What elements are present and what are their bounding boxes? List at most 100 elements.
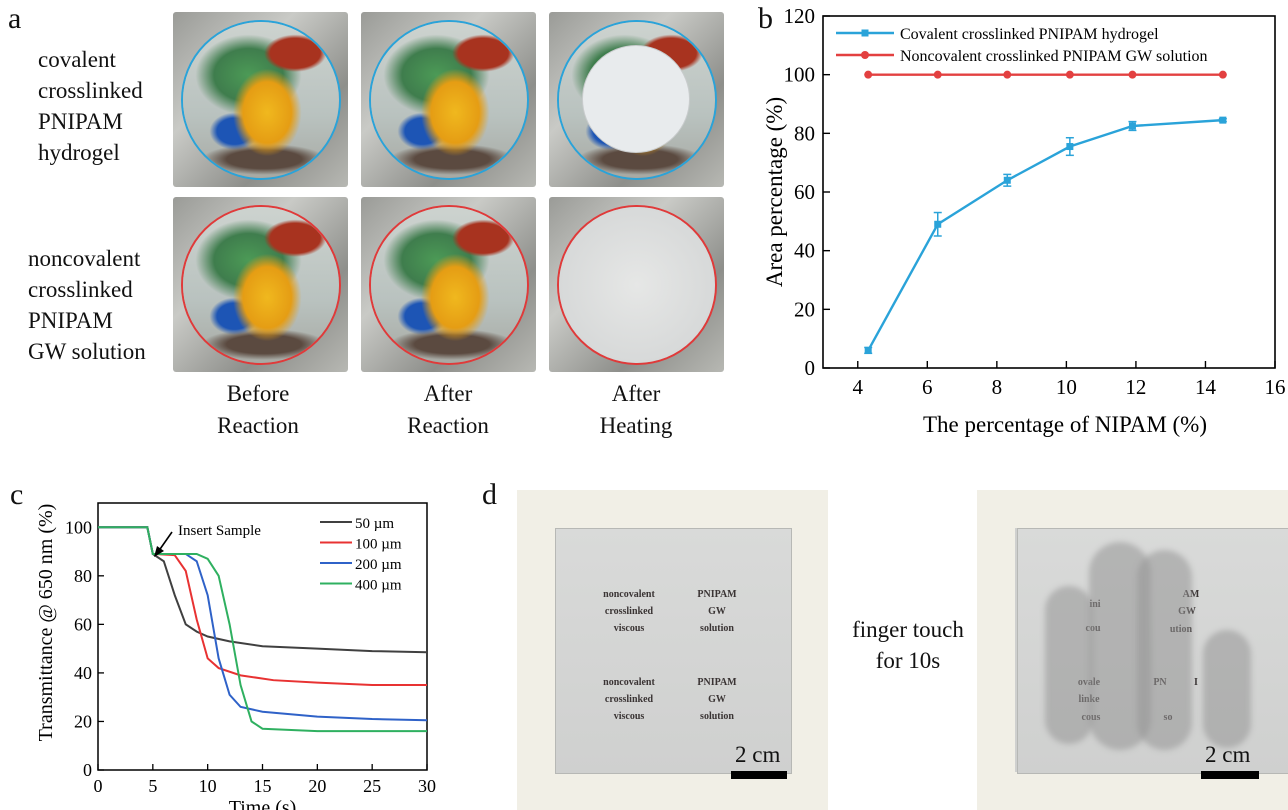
data-point (1003, 176, 1011, 184)
row2-label: noncovalent crosslinked PNIPAM GW soluti… (28, 243, 146, 367)
x-tick-label: 0 (94, 776, 103, 796)
y-tick-label: 80 (794, 121, 815, 145)
data-point (1065, 70, 1074, 79)
row1-label: covalent crosslinked PNIPAM hydrogel (38, 44, 143, 168)
text-line: solution (700, 711, 734, 722)
photo-noncovalent-after-reaction (361, 197, 536, 372)
col-label-after-reaction: After Reaction (353, 378, 543, 442)
finger-smear (1203, 630, 1251, 748)
y-tick-label: 20 (794, 297, 815, 321)
y-tick-label: 0 (83, 760, 92, 780)
scale-bar (731, 771, 787, 779)
x-tick-label: 8 (992, 375, 1003, 399)
legend-marker (861, 29, 869, 37)
x-tick-label: 20 (308, 776, 326, 796)
panel-b-letter: b (758, 2, 773, 35)
row1-label-line: crosslinked (38, 78, 143, 103)
scale-label: 2 cm (735, 742, 781, 767)
data-point (864, 70, 873, 79)
data-point (1066, 143, 1074, 151)
row2-label-line: PNIPAM (28, 308, 113, 333)
text-block: PNIPAM GW solution (677, 586, 757, 637)
col-label-after-heating: After Heating (541, 378, 731, 442)
x-axis-label: The percentage of NIPAM (%) (923, 412, 1207, 437)
photo-covalent-before (173, 12, 348, 187)
photo-covalent-after-heating (549, 12, 724, 187)
y-tick-label: 120 (784, 4, 816, 28)
data-point (1003, 70, 1012, 79)
col-label-line: After (611, 381, 661, 406)
y-tick-label: 80 (74, 566, 92, 586)
row1-label-line: hydrogel (38, 140, 120, 165)
y-tick-label: 100 (784, 63, 816, 87)
y-tick-label: 40 (794, 239, 815, 263)
x-tick-label: 4 (853, 375, 864, 399)
y-tick-label: 40 (74, 663, 92, 683)
row1-label-line: covalent (38, 47, 116, 72)
row2-label-line: crosslinked (28, 277, 133, 302)
photo-noncovalent-before (173, 197, 348, 372)
legend-label: 50 µm (355, 516, 394, 532)
finger-touch-label: finger touch for 10s (838, 614, 978, 676)
legend-label: Covalent crosslinked PNIPAM hydrogel (900, 26, 1159, 43)
row1-label-line: PNIPAM (38, 109, 123, 134)
x-tick-label: 30 (418, 776, 436, 796)
finger-touch-line: for 10s (875, 648, 941, 673)
y-tick-label: 0 (805, 356, 816, 380)
data-point (1218, 70, 1227, 79)
text-line: viscous (613, 711, 645, 722)
bird-image (183, 22, 339, 178)
scale-bar (1201, 771, 1259, 779)
legend-marker (861, 51, 869, 59)
x-tick-label: 15 (254, 776, 272, 796)
panel-c-letter: c (10, 478, 24, 511)
x-tick-label: 16 (1265, 375, 1286, 399)
area-percentage-chart: 4 6 8 10 12 14 16 0 20 40 60 80 100 120 The percentage… (762, 4, 1286, 437)
data-point (1128, 122, 1136, 130)
col-label-line: Reaction (407, 413, 489, 438)
photo-covalent-after-reaction (361, 12, 536, 187)
series-line (98, 526, 427, 733)
data-point (1219, 116, 1227, 124)
text-line: GW (708, 606, 726, 617)
col-label-line: Reaction (217, 413, 299, 438)
col-label-before: Before Reaction (163, 378, 353, 442)
text-line: crosslinked (604, 606, 654, 617)
bird-image (371, 207, 527, 363)
x-tick-label: 10 (199, 776, 217, 796)
text-line: GW (708, 694, 726, 705)
data-point (934, 220, 942, 228)
opaque-disc (559, 207, 715, 363)
series-line (867, 118, 1223, 351)
col-label-line: Before (226, 381, 290, 406)
y-tick-label: 100 (65, 517, 92, 537)
y-tick-label: 60 (74, 614, 92, 634)
panel-d-letter: d (482, 478, 497, 511)
text-line: noncovalent (603, 589, 655, 600)
text-fragment: I (1194, 677, 1198, 688)
data-point (1128, 70, 1137, 79)
text-block: noncovalent crosslinked viscous (589, 674, 669, 725)
row2-label-line: GW solution (28, 339, 146, 364)
x-tick-label: 6 (922, 375, 933, 399)
annotation-arrowhead (154, 546, 164, 557)
x-tick-label: 10 (1056, 375, 1077, 399)
x-tick-label: 14 (1195, 375, 1217, 399)
legend-label: 200 µm (355, 557, 402, 573)
col-label-line: After (423, 381, 473, 406)
transmittance-chart: 0 5 10 15 20 25 30 0 20 40 60 80 100 Time (s) Transmit… (35, 502, 436, 810)
col-label-line: Heating (599, 413, 673, 438)
legend-label: 100 µm (355, 537, 402, 553)
y-axis-label: Transmittance @ 650 nm (%) (35, 504, 57, 742)
text-block: noncovalent crosslinked viscous (589, 586, 669, 637)
x-tick-label: 25 (363, 776, 381, 796)
photo-before-touch: noncovalent crosslinked viscous PNIPAM G… (517, 490, 828, 810)
bird-image (183, 207, 339, 363)
data-point (864, 346, 872, 354)
finger-smear (1045, 586, 1093, 744)
y-axis-label: Area percentage (%) (762, 97, 787, 287)
text-line: crosslinked (604, 694, 654, 705)
finger-smear (1137, 550, 1192, 750)
finger-touch-line: finger touch (852, 617, 964, 642)
text-block: PNIPAM GW solution (677, 674, 757, 725)
